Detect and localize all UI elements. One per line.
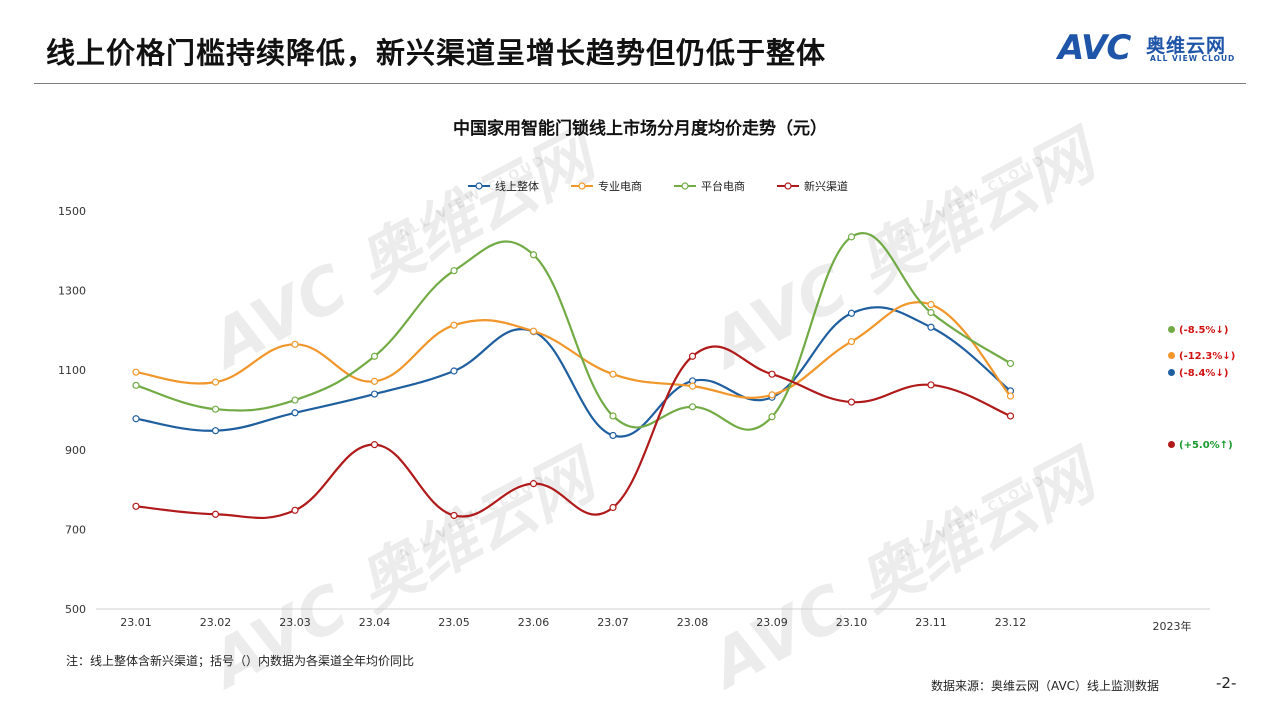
legend-marker [681, 182, 689, 190]
logo-cn-text: 奥维云网 [1146, 35, 1227, 57]
y-tick-label: 500 [65, 603, 86, 616]
x-tick-label: 23.08 [677, 616, 709, 629]
data-point [132, 415, 140, 423]
avc-logo: AVC 奥维云网 ALL VIEW CLOUD [1058, 28, 1248, 68]
data-source: 数据来源：奥维云网（AVC）线上监测数据 [931, 679, 1160, 693]
series-line-1 [135, 306, 1012, 438]
data-point [609, 503, 617, 512]
data-point [211, 405, 220, 413]
page-number: -2- [1216, 674, 1237, 692]
y-tick-label: 1500 [58, 205, 86, 218]
legend-label-1: 线上整体 [495, 179, 539, 193]
data-point [132, 368, 140, 376]
data-point [529, 327, 538, 335]
data-point [847, 398, 856, 406]
y-tick-label: 700 [65, 523, 86, 536]
data-point [768, 413, 776, 421]
data-point [768, 391, 776, 399]
header-divider [34, 83, 1246, 84]
data-point [291, 506, 299, 514]
data-point [132, 381, 140, 389]
data-point [211, 510, 220, 518]
data-point [291, 409, 299, 417]
yoy-dot [1168, 441, 1175, 448]
x-tick-label: 23.10 [836, 616, 868, 629]
yoy-value: (-8.5%↓) [1179, 325, 1229, 336]
data-point [529, 480, 538, 488]
legend-label-4: 新兴渠道 [804, 179, 848, 193]
data-point [450, 321, 458, 329]
chart-title: 中国家用智能门锁线上市场分月度均价走势（元） [453, 119, 827, 139]
data-point [927, 381, 935, 389]
legend-marker [784, 182, 792, 190]
data-point [609, 370, 617, 378]
x-tick-label: 23.04 [359, 616, 391, 629]
x-tick-label: 23.09 [756, 616, 788, 629]
data-point [211, 427, 220, 435]
data-point [1006, 392, 1015, 400]
x-tick-label: 23.11 [915, 616, 947, 629]
data-point [370, 390, 379, 398]
data-point [768, 370, 776, 378]
x-tick-label: 23.03 [279, 616, 311, 629]
yoy-label-3: (-8.5%↓) [1168, 325, 1228, 336]
yoy-dot [1168, 326, 1175, 333]
page-title: 线上价格门槛持续降低，新兴渠道呈增长趋势但仍低于整体 [46, 36, 827, 70]
y-tick-label: 1100 [58, 364, 86, 377]
x-tick-label: 23.05 [438, 616, 470, 629]
data-point [291, 396, 299, 404]
y-tick-label: 1300 [58, 285, 86, 298]
x-tick-label: 23.02 [200, 616, 232, 629]
data-point [847, 233, 856, 241]
yoy-value: (-8.4%↓) [1179, 368, 1229, 379]
x-axis-unit: 2023年 [1153, 619, 1192, 633]
data-point [529, 251, 538, 259]
yoy-label-1: (-8.4%↓) [1168, 368, 1228, 379]
series-line-4 [135, 345, 1011, 520]
logo-en-text: ALL VIEW CLOUD [1150, 54, 1236, 63]
yoy-label-4: (+5.0%↑) [1168, 440, 1233, 451]
data-point [370, 441, 379, 449]
data-point [1006, 412, 1015, 420]
legend-label-3: 平台电商 [701, 179, 745, 193]
data-point [927, 300, 935, 309]
data-point [688, 352, 697, 360]
data-point [291, 340, 299, 348]
logo-avc-text: AVC [1058, 28, 1131, 68]
data-point [450, 267, 458, 275]
data-point [847, 309, 856, 317]
yoy-dot [1168, 369, 1175, 376]
data-point [927, 323, 935, 331]
yoy-label-2: (-12.3%↓) [1168, 351, 1235, 362]
data-point [370, 352, 379, 360]
yoy-value: (+5.0%↑) [1179, 440, 1233, 451]
x-tick-label: 23.06 [518, 616, 550, 629]
data-point [211, 378, 220, 386]
y-tick-label: 900 [65, 444, 86, 457]
data-point [688, 382, 697, 390]
data-point [927, 308, 935, 317]
data-point [688, 403, 697, 411]
data-point [609, 412, 617, 420]
data-point [847, 337, 856, 346]
data-point [450, 367, 458, 375]
yoy-value: (-12.3%↓) [1179, 351, 1236, 362]
data-point [1006, 359, 1015, 368]
data-point [450, 511, 458, 520]
footnote: 注：线上整体含新兴渠道；括号（）内数据为各渠道全年均价同比 [66, 654, 415, 668]
x-tick-label: 23.07 [597, 616, 629, 629]
data-point [132, 502, 140, 510]
data-point [609, 431, 617, 440]
x-tick-label: 23.12 [995, 616, 1027, 629]
yoy-dot [1168, 352, 1175, 359]
legend-label-2: 专业电商 [598, 179, 642, 193]
legend-marker [578, 182, 586, 190]
series-line-3 [135, 232, 1012, 431]
data-point [370, 377, 379, 385]
legend-marker [475, 182, 483, 190]
x-tick-label: 23.01 [120, 616, 152, 629]
